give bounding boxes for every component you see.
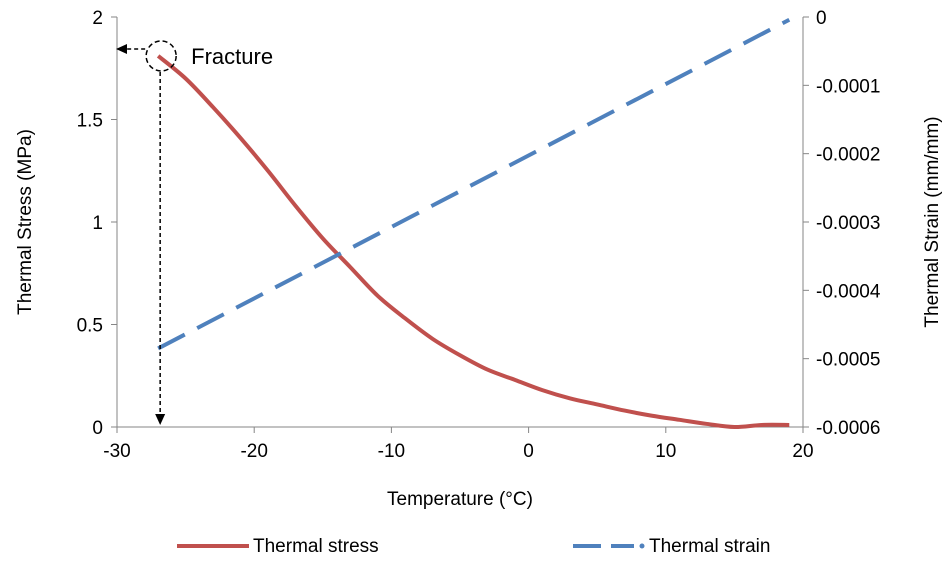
y-left-tick-label: 0 <box>92 418 103 439</box>
y-axis-left-title: Thermal Stress (MPa) <box>15 129 36 315</box>
y-axis-right-title: Thermal Strain (mm/mm) <box>922 116 943 327</box>
x-tick-label: 0 <box>523 441 534 462</box>
y-left-tick-label: 1 <box>92 213 103 234</box>
y-right-tick-label: -0.0001 <box>816 76 880 97</box>
x-tick-label: -20 <box>240 441 267 462</box>
y-right-tick-label: -0.0003 <box>816 213 880 234</box>
y-right-tick-label: -0.0005 <box>816 350 880 371</box>
x-tick-label: 20 <box>792 441 813 462</box>
y-left-tick-label: 2 <box>92 8 103 29</box>
axes-layer: -30 -20 -10 0 10 20 0 0.5 1 1.5 2 -0.0006 -0.0005 -0.… <box>77 8 881 462</box>
y-right-tick-label: -0.0004 <box>816 281 881 302</box>
fracture-marker-circle <box>145 40 177 72</box>
series-layer <box>156 17 791 430</box>
fracture-arrow-left-head <box>116 43 127 54</box>
series-line-thermal-strain <box>157 17 791 351</box>
annotation-layer: Fracture <box>116 40 273 425</box>
annotation-fracture: Fracture <box>191 44 273 69</box>
legend-label-thermal-stress: Thermal stress <box>253 536 379 557</box>
x-tick-label: -30 <box>103 441 130 462</box>
y-left-tick-label: 1.5 <box>77 111 103 132</box>
fracture-arrow-down-head <box>155 414 166 425</box>
series-line-thermal-stress <box>156 54 790 430</box>
y-right-tick-label: -0.0006 <box>816 418 880 439</box>
y-left-tick-label: 0.5 <box>77 316 103 337</box>
y-right-tick-label: 0 <box>816 8 827 29</box>
x-tick-label: 10 <box>655 441 676 462</box>
x-tick-label: -10 <box>378 441 405 462</box>
legend-swatch-thermal-strain-dot <box>639 543 645 549</box>
y-right-tick-label: -0.0002 <box>816 145 880 166</box>
legend-label-thermal-strain: Thermal strain <box>649 536 770 557</box>
x-axis-title: Temperature (°C) <box>387 489 533 510</box>
legend: Thermal stress Thermal strain <box>177 536 770 557</box>
